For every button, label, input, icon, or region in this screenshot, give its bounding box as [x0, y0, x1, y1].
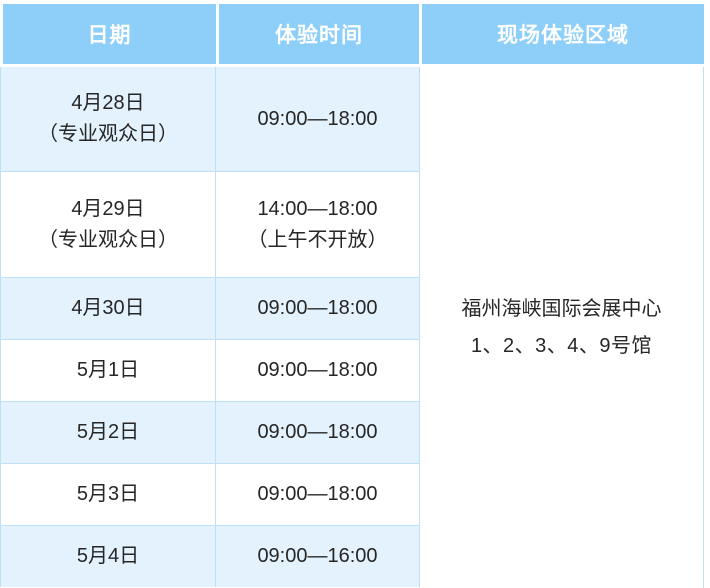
cell-date: 4月28日 （专业观众日）: [0, 67, 216, 171]
table-row: 4月30日 09:00—18:00: [0, 278, 421, 340]
column-header-date: 日期: [3, 4, 216, 64]
cell-time: 09:00—18:00: [216, 464, 420, 525]
cell-date: 5月2日: [0, 402, 216, 463]
table-row: 4月29日 （专业观众日） 14:00—18:00 （上午不开放）: [0, 172, 421, 278]
column-header-date-label: 日期: [87, 24, 132, 47]
cell-date: 4月30日: [0, 278, 216, 339]
cell-time: 09:00—18:00: [216, 278, 420, 339]
cell-time-line1: 09:00—16:00: [257, 545, 378, 567]
cell-time-line1: 09:00—18:00: [257, 483, 378, 505]
cell-date-line1: 4月28日: [71, 92, 145, 114]
column-header-experience-time: 体验时间: [219, 4, 419, 64]
table-rows: 4月28日 （专业观众日） 09:00—18:00 4月29日 （专业观众日） …: [0, 67, 421, 587]
cell-time-line1: 09:00—18:00: [257, 359, 378, 381]
cell-venue-line2: 1、2、3、4、9号馆: [470, 334, 653, 357]
cell-time: 09:00—18:00: [216, 340, 420, 401]
cell-time: 09:00—18:00: [216, 67, 420, 171]
cell-time-line2: （上午不开放）: [247, 228, 388, 251]
table-row: 5月3日 09:00—18:00: [0, 464, 421, 526]
cell-time: 09:00—16:00: [216, 526, 420, 587]
cell-date-line1: 4月30日: [71, 297, 145, 319]
cell-date-line1: 5月1日: [76, 359, 140, 381]
cell-time-line1: 09:00—18:00: [257, 421, 378, 443]
cell-venue-area: 福州海峡国际会展中心 1、2、3、4、9号馆: [420, 67, 704, 588]
cell-time-line1: 14:00—18:00: [257, 197, 378, 220]
column-header-experience-time-label: 体验时间: [275, 24, 363, 47]
cell-date-line1: 4月29日: [71, 197, 145, 220]
table-row: 4月28日 （专业观众日） 09:00—18:00: [0, 67, 421, 172]
cell-time-line1: 09:00—18:00: [257, 107, 378, 130]
cell-time: 14:00—18:00 （上午不开放）: [216, 172, 420, 277]
column-header-venue-area: 现场体验区域: [422, 4, 704, 64]
cell-date-line1: 5月4日: [76, 545, 140, 567]
cell-date: 5月4日: [0, 526, 216, 587]
cell-date-line1: 5月2日: [76, 421, 140, 443]
table-row: 5月4日 09:00—16:00: [0, 526, 421, 587]
table-row: 5月2日 09:00—18:00: [0, 402, 421, 464]
table-row: 5月1日 09:00—18:00: [0, 340, 421, 402]
cell-time: 09:00—18:00: [216, 402, 420, 463]
cell-date-line2: （专业观众日）: [38, 228, 178, 251]
cell-date: 5月3日: [0, 464, 216, 525]
cell-date: 5月1日: [0, 340, 216, 401]
cell-date-line2: （专业观众日）: [38, 123, 178, 145]
table-header-row: 日期 体验时间 现场体验区域: [0, 4, 710, 64]
cell-date: 4月29日 （专业观众日）: [0, 172, 216, 277]
column-header-venue-area-label: 现场体验区域: [497, 24, 629, 47]
table-body: 4月28日 （专业观众日） 09:00—18:00 4月29日 （专业观众日） …: [0, 67, 704, 588]
cell-time-line1: 09:00—18:00: [257, 297, 378, 319]
cell-venue-line1: 福州海峡国际会展中心: [461, 297, 662, 320]
cell-date-line1: 5月3日: [76, 483, 140, 505]
